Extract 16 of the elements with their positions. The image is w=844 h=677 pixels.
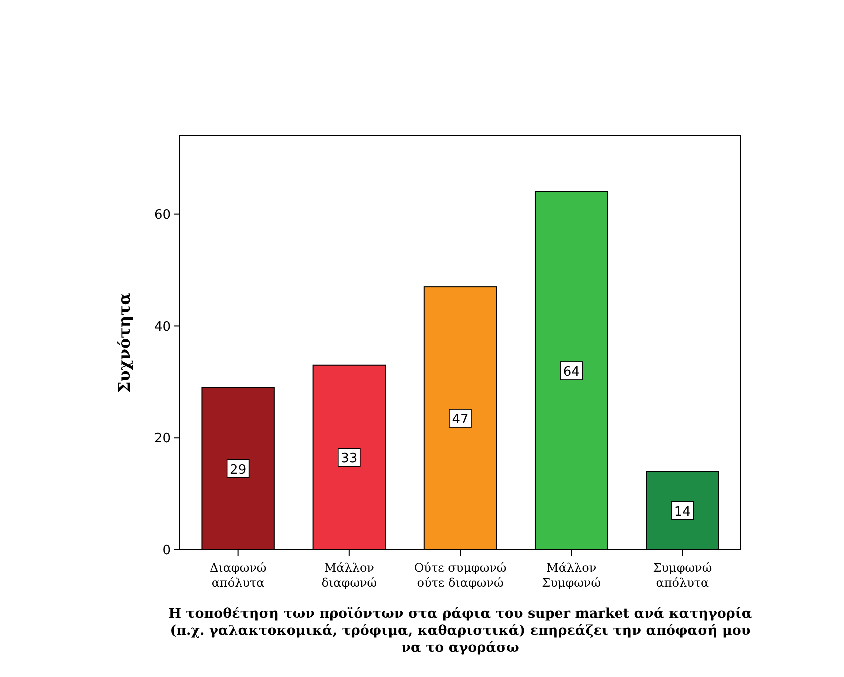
- y-axis-title: Συχνότητα: [115, 292, 134, 394]
- data-label: 14: [674, 504, 691, 520]
- data-label: 64: [563, 364, 580, 380]
- data-label: 29: [230, 462, 247, 478]
- x-tick-label: Διαφωνώ απόλυτα: [210, 561, 267, 590]
- y-tick-label: 40: [154, 320, 171, 335]
- x-axis-title: Η τοποθέτηση των προϊόντων στα ράφια του super market ανά κατηγορία (π.χ. γαλακτοκομικά, τρόφιμα, καθαριστικά) επηρεάζει την απόφασή μου να το αγοράσω: [168, 606, 753, 656]
- y-tick-label: 20: [154, 432, 171, 447]
- data-label: 47: [452, 412, 469, 428]
- x-tick-label: Ούτε συμφωνώ ούτε διαφωνώ: [414, 561, 507, 590]
- x-tick-label: Μάλλον Συμφωνώ: [542, 561, 602, 590]
- x-tick-label: Συμφωνώ απόλυτα: [653, 561, 712, 590]
- y-tick-label: 60: [154, 208, 171, 223]
- x-tick-label: Μάλλον διαφωνώ: [322, 561, 378, 590]
- data-label: 33: [341, 452, 358, 467]
- y-tick-label: 0: [162, 544, 171, 559]
